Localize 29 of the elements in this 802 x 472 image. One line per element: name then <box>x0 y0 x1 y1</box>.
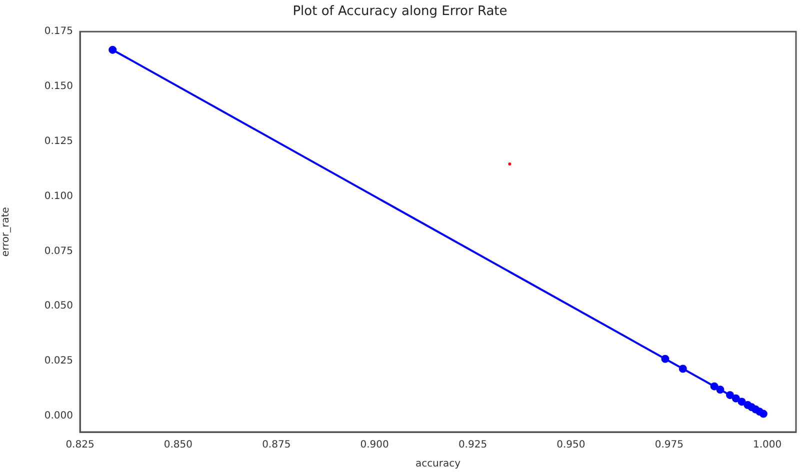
y-tick-label: 0.150 <box>44 81 73 92</box>
point <box>710 382 718 390</box>
point <box>738 398 746 406</box>
point <box>678 364 687 373</box>
y-tick-label: 0.175 <box>44 26 73 38</box>
point <box>732 394 740 402</box>
y-tick-label: 0.100 <box>44 190 73 202</box>
y-tick-label: 0.000 <box>44 410 73 422</box>
point <box>508 162 512 166</box>
x-tick-label: 0.850 <box>164 440 193 451</box>
x-axis-title: accuracy <box>415 458 461 470</box>
x-tick-label: 0.825 <box>66 440 94 451</box>
x-tick-label: 0.950 <box>556 440 586 451</box>
y-tick-label: 0.050 <box>44 300 73 312</box>
x-tick-label: 0.975 <box>654 440 684 451</box>
y-axis-title: error_rate <box>0 207 12 257</box>
y-tick-label: 0.025 <box>44 356 73 367</box>
point <box>759 410 768 418</box>
y-tick-label: 0.125 <box>44 136 73 148</box>
y-tick-label: 0.075 <box>44 246 73 257</box>
x-tick-label: 0.900 <box>360 440 389 451</box>
point <box>726 391 734 400</box>
x-tick-label: 0.875 <box>262 440 291 451</box>
x-tick-label: 1.000 <box>753 440 782 451</box>
chart-title: Plot of Accuracy along Error Rate <box>292 4 508 20</box>
x-tick-label: 0.925 <box>458 440 488 451</box>
point <box>108 46 117 54</box>
point <box>661 354 670 363</box>
point <box>716 386 724 394</box>
